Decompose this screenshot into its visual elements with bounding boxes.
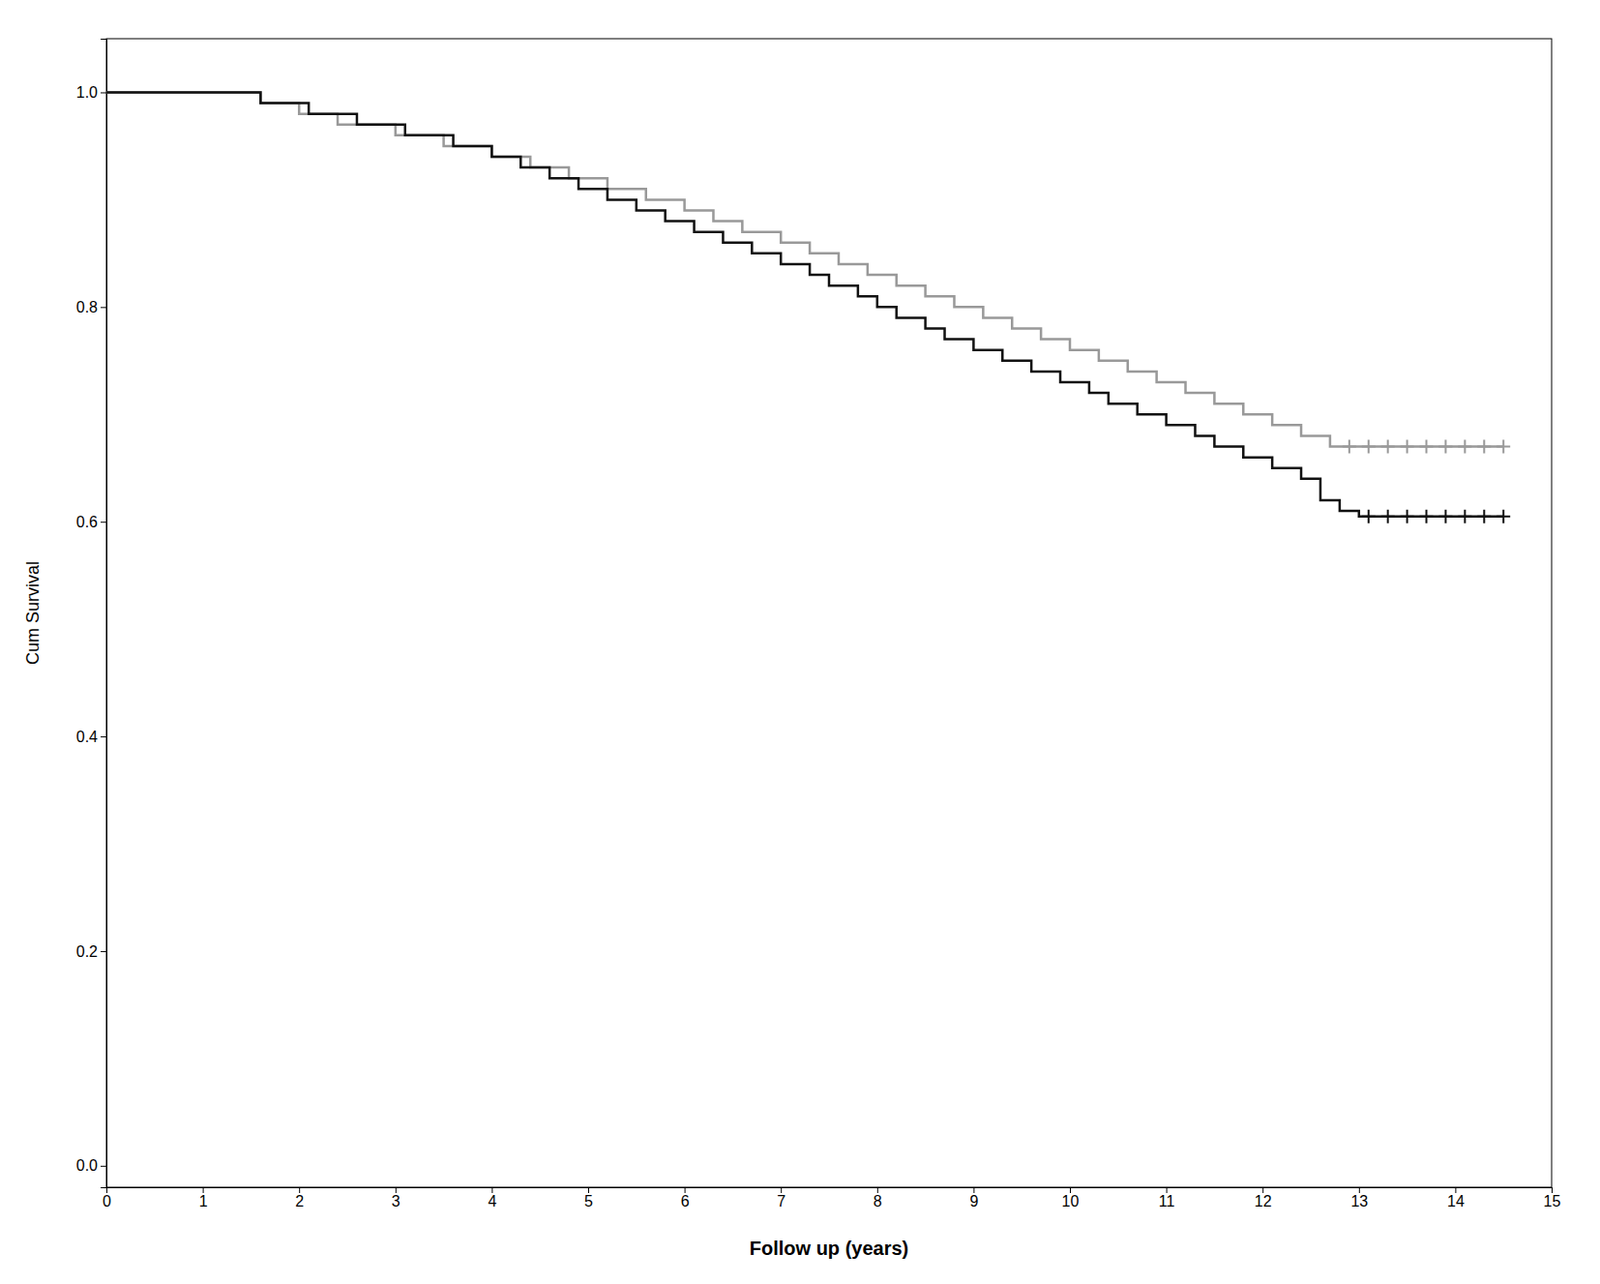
tick-mark: [395, 1186, 397, 1193]
y-axis: 0.0 0.2 0.4 0.6 0.8 1.0: [76, 39, 108, 1188]
tick-label: 15: [1543, 1192, 1562, 1210]
censor-mark: [1400, 440, 1415, 454]
tick-mark: [100, 950, 107, 952]
tick-mark: [100, 1165, 107, 1167]
censor-mark: [1457, 440, 1472, 454]
plot-frame: [106, 38, 1552, 1187]
tick-mark: [684, 1186, 686, 1193]
tick-mark: [973, 1186, 975, 1193]
censor-mark: [1342, 440, 1357, 454]
tick: 4: [487, 1186, 497, 1210]
tick-mark: [588, 1186, 590, 1193]
tick-label: 0.0: [76, 1156, 98, 1174]
tick-label: 11: [1158, 1192, 1176, 1210]
tick: 12: [1254, 1186, 1273, 1210]
tick: 15: [1543, 1186, 1562, 1210]
tick-mark: [100, 521, 107, 523]
tick-mark: [780, 1186, 782, 1193]
censor-mark: [1438, 509, 1452, 524]
tick: 0.8: [76, 298, 107, 316]
tick-label: 3: [391, 1192, 401, 1210]
tick: 13: [1350, 1186, 1368, 1210]
censor-mark: [1477, 440, 1491, 454]
censor-mark: [1381, 440, 1395, 454]
x-axis-title: Follow up (years): [749, 1237, 909, 1259]
tick: 0.0: [76, 1156, 107, 1174]
tick-label: 8: [873, 1192, 883, 1210]
tick: 0.2: [76, 943, 107, 960]
tick: 0: [102, 1186, 112, 1210]
tick-mark: [298, 1186, 300, 1193]
tick: 3: [391, 1186, 401, 1210]
tick-label: 1.0: [76, 84, 98, 101]
censor-mark: [1496, 440, 1511, 454]
tick: 14: [1447, 1186, 1465, 1210]
tick-mark: [1262, 1186, 1264, 1193]
tick: 8: [873, 1186, 883, 1210]
censor-mark: [1477, 509, 1491, 524]
tick-label: 14: [1447, 1192, 1465, 1210]
tick-mark: [1166, 1186, 1168, 1193]
tick: 10: [1062, 1186, 1080, 1210]
censor-mark: [1438, 440, 1452, 454]
tick-mark: [100, 91, 107, 93]
censor-mark: [1362, 440, 1376, 454]
tick-mark: [877, 1186, 879, 1193]
tick: 7: [776, 1186, 786, 1210]
tick: 11: [1158, 1186, 1176, 1210]
tick-label: 1: [199, 1192, 208, 1210]
plot: 01234567891011121314150.00.20.40.60.81.0: [76, 38, 1562, 1210]
chart: 01234567891011121314150.00.20.40.60.81.0…: [0, 0, 1600, 1284]
tick: 1: [199, 1186, 208, 1210]
tick-label: 10: [1062, 1192, 1080, 1210]
tick-label: 2: [295, 1192, 304, 1210]
tick-label: 0.4: [76, 728, 98, 745]
tick: 1.0: [76, 84, 107, 101]
tick-mark: [1454, 1186, 1456, 1193]
tick-mark: [1359, 1186, 1361, 1193]
tick-label: 0.6: [76, 513, 98, 531]
tick-label: 0.8: [76, 298, 98, 316]
tick-label: 6: [681, 1192, 690, 1210]
tick-mark: [491, 1186, 493, 1193]
tick-label: 5: [584, 1192, 593, 1210]
tick: 5: [584, 1186, 593, 1210]
y-axis-title: Cum Survival: [23, 561, 43, 665]
axis-line: [107, 1187, 1553, 1194]
tick: 2: [295, 1186, 304, 1210]
tick-mark: [100, 736, 107, 738]
tick-label: 0.2: [76, 943, 98, 960]
survival-line: [106, 91, 1504, 446]
tick-mark: [100, 306, 107, 308]
tick: 0.6: [76, 513, 107, 531]
censor-mark: [1496, 509, 1511, 524]
censor-mark: [1420, 509, 1434, 524]
censor-mark: [1362, 509, 1376, 524]
censor-mark: [1420, 440, 1434, 454]
tick-label: 0: [102, 1192, 112, 1210]
survival-line: [106, 91, 1504, 516]
tick: 9: [969, 1186, 978, 1210]
tick-mark: [1551, 1186, 1553, 1193]
tick: 0.4: [76, 728, 107, 745]
tick: 6: [681, 1186, 690, 1210]
tick-label: 13: [1350, 1192, 1368, 1210]
censor-mark: [1381, 509, 1395, 524]
x-axis: 0123456789101112131415: [102, 1186, 1561, 1210]
marks: [106, 91, 1511, 523]
censor-mark: [1400, 509, 1415, 524]
tick-label: 4: [487, 1192, 497, 1210]
tick-label: 9: [969, 1192, 978, 1210]
tick-mark: [1069, 1186, 1071, 1193]
tick-label: 7: [776, 1192, 786, 1210]
tick-mark: [203, 1186, 205, 1193]
censor-mark: [1457, 509, 1472, 524]
tick-label: 12: [1254, 1192, 1273, 1210]
